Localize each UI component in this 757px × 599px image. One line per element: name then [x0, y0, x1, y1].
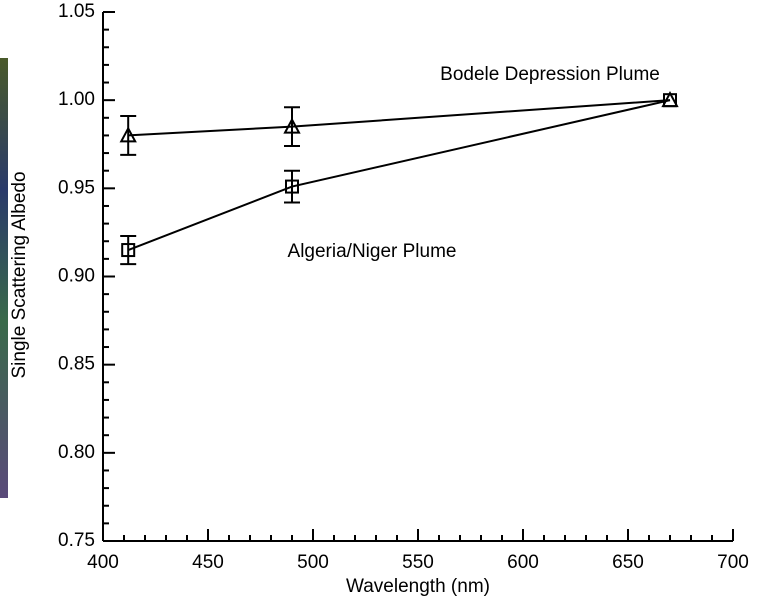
series-label: Bodele Depression Plume — [440, 64, 660, 85]
y-tick-label: 0.85 — [58, 354, 95, 375]
x-axis-label: Wavelength (nm) — [346, 576, 490, 597]
y-tick-label: 0.90 — [58, 266, 95, 287]
y-tick-label: 1.00 — [58, 89, 95, 110]
error-bar — [284, 169, 300, 204]
x-tick-label: 500 — [297, 552, 329, 573]
series-label: Algeria/Niger Plume — [288, 241, 457, 262]
error-bar — [284, 106, 300, 148]
error-bar — [120, 234, 137, 266]
x-tick-label: 550 — [402, 552, 434, 573]
background-strip — [0, 58, 8, 498]
x-tick-label: 600 — [507, 552, 539, 573]
y-tick-label: 0.95 — [58, 177, 95, 198]
series-line — [127, 99, 671, 251]
error-bar — [120, 115, 137, 156]
y-tick-label: 0.80 — [58, 442, 95, 463]
x-tick-label: 700 — [717, 552, 749, 573]
y-axis-label: Single Scattering Albedo — [9, 171, 30, 378]
y-tick-label: 1.05 — [58, 1, 95, 22]
y-tick-label: 0.75 — [58, 530, 95, 551]
marker — [663, 93, 677, 108]
x-tick-label: 400 — [87, 552, 119, 573]
x-tick-label: 650 — [612, 552, 644, 573]
x-tick-label: 450 — [192, 552, 224, 573]
